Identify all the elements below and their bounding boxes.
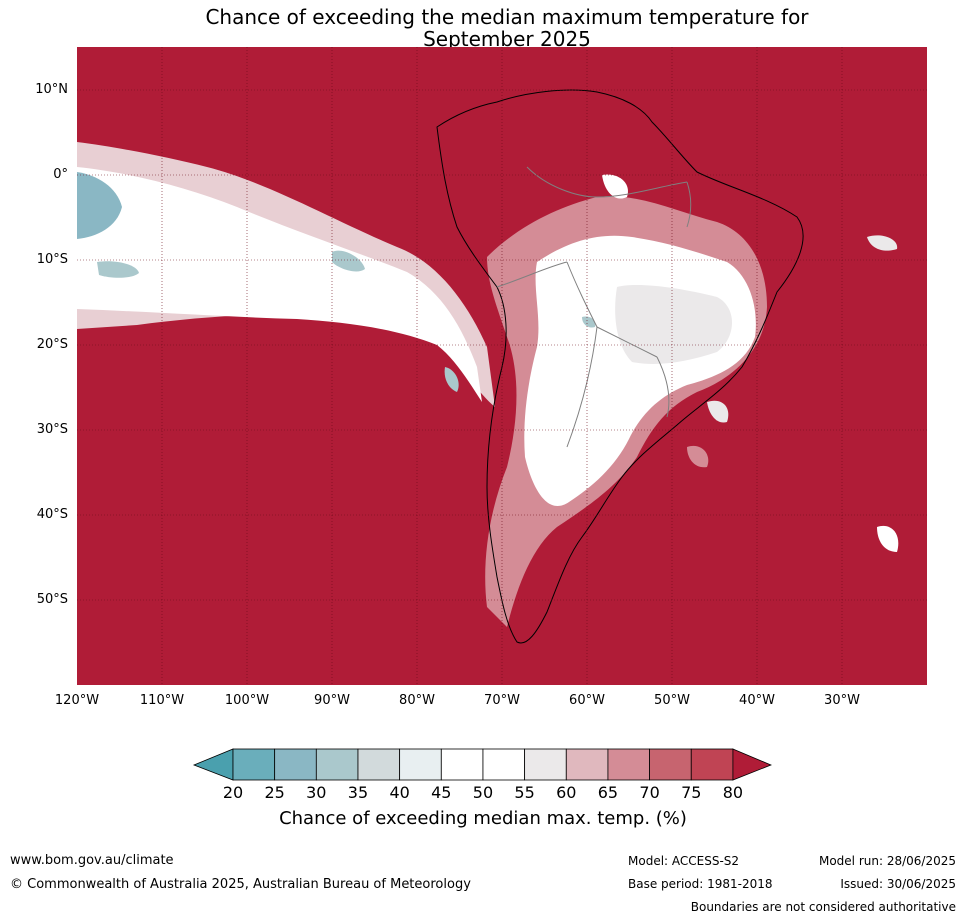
pacific-blue-patch-3 <box>332 250 365 272</box>
colorbar-segment <box>232 748 276 781</box>
atlantic-patch-1 <box>867 235 898 251</box>
atlantic-patch-2 <box>707 400 729 423</box>
colorbar-tick-label: 50 <box>472 783 494 802</box>
base-period-text: Base period: 1981-2018 <box>628 877 773 891</box>
lon-label-90w: 90°W <box>314 693 350 708</box>
pacific-blue-patch-2 <box>97 261 139 278</box>
lon-label-70w: 70°W <box>484 693 520 708</box>
colorbar-segment <box>565 748 609 781</box>
colorbar-segment <box>399 748 442 781</box>
colorbar-label: Chance of exceeding median max. temp. (%… <box>279 808 687 829</box>
pacific-blue-patch-1 <box>77 172 122 239</box>
colorbar-segment <box>607 748 651 781</box>
model-text: Model: ACCESS-S2 <box>628 854 740 868</box>
colorbar-segment <box>274 748 317 781</box>
country-boundaries <box>496 166 692 448</box>
south-america-coastline <box>436 89 804 644</box>
colorbar-segment <box>440 748 484 781</box>
copyright-text: © Commonwealth of Australia 2025, Austra… <box>10 877 471 892</box>
lat-label-20s: 20°S <box>36 337 68 352</box>
lon-label-40w: 40°W <box>739 693 775 708</box>
colorbar-tick-label: 35 <box>347 783 369 802</box>
chart-title-line1: Chance of exceeding the median maximum t… <box>205 5 809 29</box>
colorbar-tick-label: 65 <box>597 783 619 802</box>
colorbar-tick-label: 60 <box>556 783 577 802</box>
colorbar-tick-label: 70 <box>639 783 660 802</box>
colorbar-segment <box>357 748 401 781</box>
lat-label-10n: 10°N <box>35 82 68 97</box>
lon-label-60w: 60°W <box>569 693 605 708</box>
colorbar-tick-label: 40 <box>389 783 410 802</box>
colorbar-tick-label: 30 <box>306 783 327 802</box>
chart-title-line2: September 2025 <box>423 27 591 51</box>
colorbar-tick-label: 80 <box>722 783 744 802</box>
colorbar-extend-low <box>192 748 234 781</box>
lon-label-120w: 120°W <box>54 693 100 708</box>
gridlines <box>77 47 927 685</box>
colorbar-extend-high <box>732 748 772 781</box>
map-canvas <box>77 47 927 685</box>
lon-label-80w: 80°W <box>399 693 435 708</box>
colorbar-segment <box>649 748 692 781</box>
lat-label-30s: 30°S <box>36 422 68 437</box>
colorbar-tick-label: 75 <box>681 783 702 802</box>
lon-label-30w: 30°W <box>824 693 860 708</box>
continent-blue-patch <box>582 316 596 328</box>
probability-map <box>77 47 927 685</box>
lon-label-100w: 100°W <box>224 693 270 708</box>
lat-label-0: 0° <box>53 167 68 182</box>
atlantic-patch-4 <box>687 445 709 468</box>
model-run-text: Model run: 28/06/2025 <box>818 854 956 868</box>
lat-label-10s: 10°S <box>36 252 68 267</box>
continent-grey-patch <box>615 285 732 364</box>
issued-text: Issued: 30/06/2025 <box>840 877 956 891</box>
amazon-white-patch <box>602 174 628 199</box>
colorbar-tick-label: 20 <box>222 783 244 802</box>
pacific-blue-patch-4 <box>444 367 459 392</box>
atlantic-patch-3 <box>877 525 899 552</box>
colorbar-tick-label: 55 <box>514 783 535 802</box>
colorbar-segment <box>315 748 359 781</box>
colorbar-segment <box>524 748 567 781</box>
colorbar-tick-label: 45 <box>431 783 452 802</box>
lon-label-50w: 50°W <box>654 693 690 708</box>
lat-label-40s: 40°S <box>36 507 68 522</box>
pacific-white-core <box>77 167 482 402</box>
lat-label-50s: 50°S <box>36 592 68 607</box>
lon-label-110w: 110°W <box>139 693 185 708</box>
colorbar-segment <box>690 748 734 781</box>
colorbar-tick-label: 25 <box>264 783 285 802</box>
disclaimer-text: Boundaries are not considered authoritat… <box>690 900 956 914</box>
website-link[interactable]: www.bom.gov.au/climate <box>10 853 174 868</box>
colorbar-segment <box>482 748 526 781</box>
